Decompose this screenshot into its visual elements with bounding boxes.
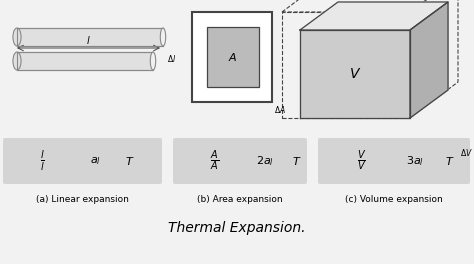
FancyBboxPatch shape <box>173 138 307 184</box>
Text: $\frac{A}{A}$: $\frac{A}{A}$ <box>210 149 219 173</box>
Text: Thermal Expansion.: Thermal Expansion. <box>168 221 306 235</box>
Ellipse shape <box>13 52 21 70</box>
Ellipse shape <box>150 52 155 70</box>
FancyBboxPatch shape <box>3 138 162 184</box>
Text: $V$: $V$ <box>349 67 361 81</box>
Text: $\Delta A$: $\Delta A$ <box>274 104 286 115</box>
Text: $3a_l$: $3a_l$ <box>406 154 424 168</box>
Text: $T$: $T$ <box>445 155 455 167</box>
Ellipse shape <box>13 28 21 46</box>
FancyBboxPatch shape <box>207 27 259 87</box>
FancyBboxPatch shape <box>17 52 153 70</box>
Ellipse shape <box>160 28 166 46</box>
FancyBboxPatch shape <box>17 28 163 46</box>
Polygon shape <box>300 2 448 30</box>
Text: $A$: $A$ <box>228 51 238 63</box>
Text: (c) Volume expansion: (c) Volume expansion <box>345 196 443 205</box>
Text: $\Delta l$: $\Delta l$ <box>167 53 176 64</box>
Text: $2a_l$: $2a_l$ <box>256 154 274 168</box>
Text: $T$: $T$ <box>125 155 135 167</box>
Text: $\frac{V}{V}$: $\frac{V}{V}$ <box>357 149 366 173</box>
Text: $\frac{l}{l}$: $\frac{l}{l}$ <box>40 149 45 173</box>
Text: (b) Area expansion: (b) Area expansion <box>197 196 283 205</box>
Text: $\Delta V$: $\Delta V$ <box>460 148 473 158</box>
Polygon shape <box>300 30 410 118</box>
Text: $a_l$: $a_l$ <box>90 155 100 167</box>
FancyBboxPatch shape <box>318 138 470 184</box>
Polygon shape <box>410 2 448 118</box>
FancyBboxPatch shape <box>192 12 272 102</box>
Text: $l$: $l$ <box>86 34 91 46</box>
Text: $T$: $T$ <box>292 155 302 167</box>
Text: (a) Linear expansion: (a) Linear expansion <box>36 196 128 205</box>
